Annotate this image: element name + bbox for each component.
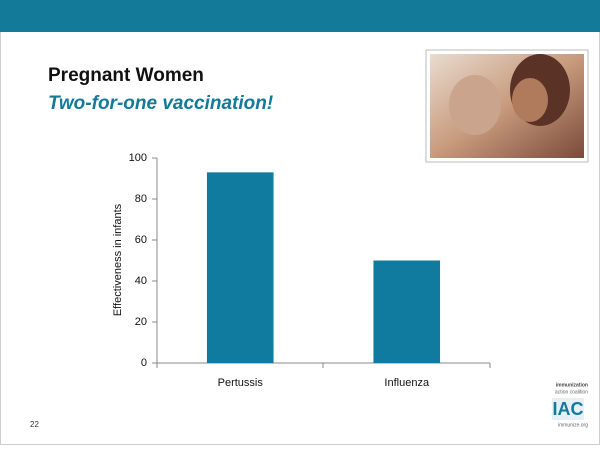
y-tick-label: 40 (135, 275, 147, 287)
y-tick-label: 20 (135, 316, 147, 328)
y-axis-label: Effectiveness in infants (112, 203, 124, 316)
photo (425, 49, 589, 163)
logo: immunization action coalition IAC immuni… (552, 382, 588, 428)
y-tick-label: 60 (135, 234, 147, 246)
header-bar (0, 0, 600, 32)
chart-title: Pregnant Women (48, 65, 204, 86)
bar (373, 260, 441, 363)
bar (206, 172, 274, 363)
logo-mark: IAC (553, 399, 584, 419)
logo-box (552, 398, 584, 420)
x-tick-label: Pertussis (218, 377, 264, 389)
x-tick-label: Influenza (384, 377, 430, 389)
logo-text: action coalition (555, 389, 588, 395)
logo-text: immunization (556, 382, 588, 388)
logo-text: immunize.org (558, 422, 588, 428)
slide-number: 22 (30, 420, 39, 429)
y-tick-label: 80 (135, 193, 147, 205)
chart-subtitle: Two-for-one vaccination! (48, 93, 273, 114)
y-tick-label: 0 (141, 357, 147, 369)
y-tick-label: 100 (129, 152, 147, 164)
